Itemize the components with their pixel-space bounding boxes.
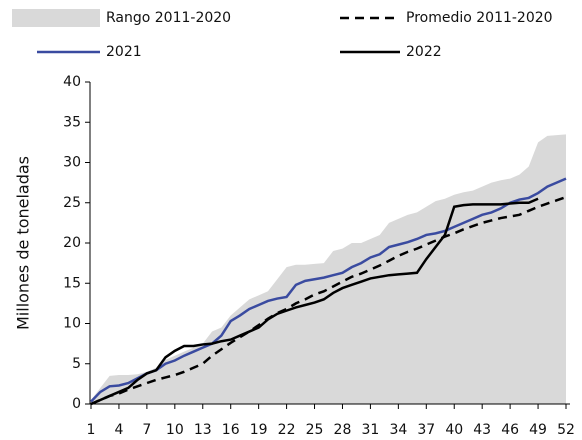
y-tick-label: 0 — [72, 396, 81, 412]
x-tick-label: 16 — [222, 422, 240, 438]
y-tick-label: 40 — [63, 74, 81, 90]
legend-label: 2022 — [406, 44, 442, 60]
x-tick-label: 1 — [87, 422, 96, 438]
x-tick-label: 19 — [250, 422, 268, 438]
x-tick-label: 7 — [142, 422, 151, 438]
y-tick-label: 5 — [72, 356, 81, 372]
x-tick-label: 4 — [114, 422, 123, 438]
y-tick-label: 35 — [63, 114, 81, 130]
x-tick-label: 37 — [417, 422, 435, 438]
x-tick-label: 25 — [306, 422, 324, 438]
x-tick-label: 13 — [194, 422, 212, 438]
y-tick-label: 15 — [63, 275, 81, 291]
legend-swatch — [12, 9, 100, 27]
series-line — [90, 177, 567, 403]
series-line — [90, 195, 567, 406]
x-tick-label: 43 — [473, 422, 491, 438]
x-tick-label: 46 — [501, 422, 519, 438]
x-tick-label: 34 — [389, 422, 407, 438]
y-tick-label: 20 — [63, 235, 81, 251]
series-line — [90, 197, 539, 406]
y-tick-label: 25 — [63, 195, 81, 211]
y-axis-label: Millones de toneladas — [14, 156, 33, 330]
x-tick-label: 10 — [166, 422, 184, 438]
x-tick-label: 40 — [445, 422, 463, 438]
legend: Rango 2011-2020 Promedio 2011-2020 2021 202… — [12, 9, 553, 60]
x-tick-label: 52 — [557, 422, 575, 438]
x-tick-label: 28 — [334, 422, 352, 438]
y-tick-label: 30 — [63, 155, 81, 171]
x-tick-label: 49 — [529, 422, 547, 438]
y-tick-label: 10 — [63, 316, 81, 332]
range-area — [91, 134, 566, 404]
legend-label: Rango 2011-2020 — [106, 10, 231, 26]
x-tick-label: 22 — [278, 422, 296, 438]
legend-label: Promedio 2011-2020 — [406, 10, 553, 26]
legend-label: 2021 — [106, 44, 142, 60]
x-tick-label: 31 — [361, 422, 379, 438]
